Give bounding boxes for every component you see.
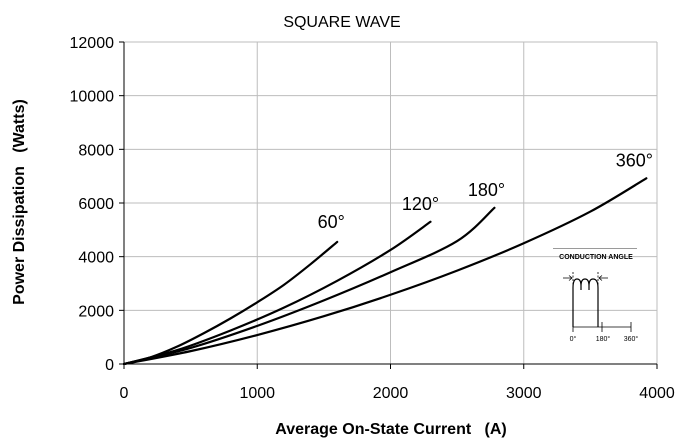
series-label-0: 60° xyxy=(318,212,345,232)
y-tick-label-0: 0 xyxy=(105,357,114,374)
axes xyxy=(119,41,658,369)
series-label-1: 120° xyxy=(402,194,439,214)
conduction-angle-inset: CONDUCTION ANGLE 0° 180° 360° xyxy=(553,248,638,343)
series-labels: 60° 120° 180° 360° xyxy=(318,150,653,232)
series-label-3: 360° xyxy=(616,150,653,170)
inset-arrow-right xyxy=(598,275,608,281)
series-line-3 xyxy=(122,177,648,366)
inset-tick-label-360: 360° xyxy=(624,335,639,343)
x-tick-label-0: 0 xyxy=(120,385,129,402)
chart-title: SQUARE WAVE xyxy=(283,14,400,31)
inset-title: CONDUCTION ANGLE xyxy=(559,254,633,261)
series-label-2: 180° xyxy=(468,180,505,200)
inset-waveform xyxy=(572,278,599,327)
series-lines xyxy=(122,177,648,366)
inset-tick-label-180: 180° xyxy=(596,335,611,343)
x-tick-label-4000: 4000 xyxy=(639,385,675,402)
x-tick-label-1000: 1000 xyxy=(239,385,275,402)
y-tick-label-10000: 10000 xyxy=(70,89,115,106)
x-axis-title: Average On-State Current (A) xyxy=(275,421,506,438)
series-line-1 xyxy=(122,220,432,366)
x-tick-label-3000: 3000 xyxy=(506,385,542,402)
tick-labels: 0 2000 4000 6000 8000 10000 12000 0 1000 2000 3000… xyxy=(70,35,675,402)
y-axis-title: Power Dissipation (Watts) xyxy=(11,99,28,305)
series-line-2 xyxy=(122,206,496,366)
y-tick-label-6000: 6000 xyxy=(78,196,114,213)
x-tick-label-2000: 2000 xyxy=(373,385,409,402)
y-tick-label-8000: 8000 xyxy=(78,142,114,159)
grid xyxy=(124,41,658,364)
inset-tick-label-0: 0° xyxy=(570,335,577,343)
series-line-0 xyxy=(122,240,339,366)
y-tick-label-12000: 12000 xyxy=(70,35,115,52)
y-tick-label-2000: 2000 xyxy=(78,303,114,320)
inset-arrow-left xyxy=(563,275,573,281)
y-tick-label-4000: 4000 xyxy=(78,250,114,267)
